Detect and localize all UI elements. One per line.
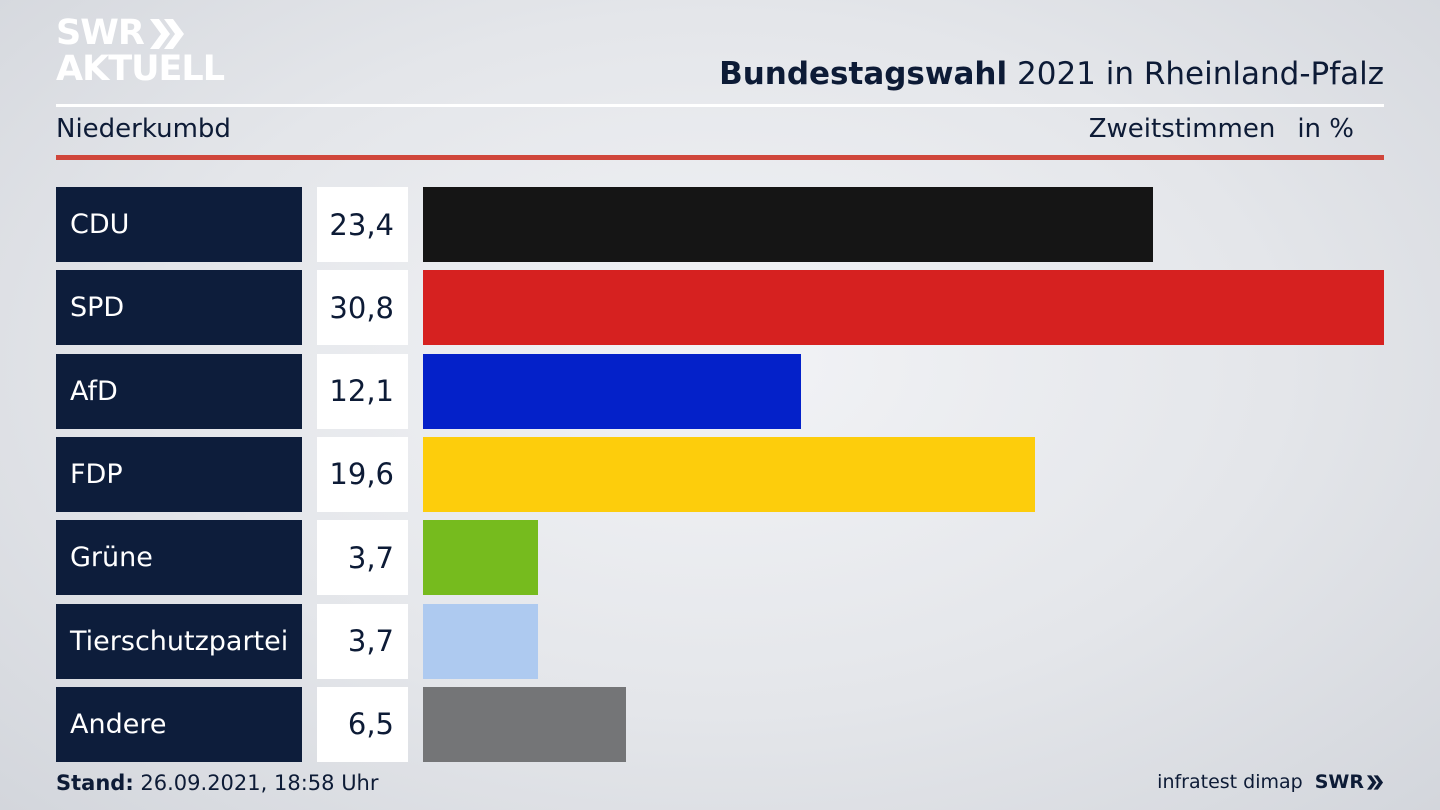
bar	[423, 686, 626, 762]
source-label: infratest dimap	[1157, 771, 1303, 793]
bar	[423, 353, 801, 429]
value-label: 23,4	[317, 187, 408, 262]
page-title: Bundestagswahl 2021 in Rheinland-Pfalz	[719, 56, 1384, 92]
bar-row: SPD 30,8	[56, 270, 1384, 346]
party-label: Tierschutzpartei	[56, 603, 302, 679]
party-label: FDP	[56, 436, 302, 512]
bar	[423, 436, 1035, 512]
value-label: 3,7	[317, 603, 408, 679]
bar	[423, 187, 1153, 262]
header-divider	[56, 104, 1384, 107]
location-label: Niederkumbd	[56, 114, 231, 144]
bar	[423, 520, 538, 596]
aktuell-logo-text: AKTUELL	[56, 49, 225, 89]
bar-row: AfD 12,1	[56, 353, 1384, 429]
party-label: SPD	[56, 270, 302, 346]
swr-aktuell-logo: SWR AKTUELL	[56, 16, 225, 89]
timestamp: Stand: 26.09.2021, 18:58 Uhr	[56, 771, 379, 795]
party-label: CDU	[56, 187, 302, 262]
bar	[423, 270, 1384, 346]
timestamp-label: Stand:	[56, 771, 134, 795]
double-chevron-icon	[149, 18, 184, 49]
title-bold: Bundestagswahl	[719, 56, 1008, 92]
metric-label: Zweitstimmen in %	[1089, 114, 1354, 144]
metric-unit: in %	[1297, 114, 1354, 144]
metric-name: Zweitstimmen	[1088, 114, 1276, 144]
source-credit: infratest dimap SWR	[1157, 771, 1384, 793]
timestamp-value: 26.09.2021, 18:58 Uhr	[140, 771, 379, 795]
bar-row: CDU 23,4	[56, 187, 1384, 262]
footer-brand-text: SWR	[1314, 771, 1364, 793]
bar-row: Andere 6,5	[56, 686, 1384, 762]
bar	[423, 603, 538, 679]
bar-row: Tierschutzpartei 3,7	[56, 603, 1384, 679]
title-rest: 2021 in Rheinland-Pfalz	[1017, 56, 1384, 92]
swr-logo-text: SWR	[56, 16, 224, 51]
party-label: Grüne	[56, 520, 302, 596]
value-label: 12,1	[317, 353, 408, 429]
value-label: 30,8	[317, 270, 408, 346]
swr-footer-logo: SWR	[1315, 771, 1384, 793]
value-label: 6,5	[317, 686, 408, 762]
accent-divider	[56, 155, 1384, 160]
party-label: Andere	[56, 686, 302, 762]
value-label: 3,7	[317, 520, 408, 596]
value-label: 19,6	[317, 436, 408, 512]
bar-row: Grüne 3,7	[56, 520, 1384, 596]
bar-row: FDP 19,6	[56, 436, 1384, 512]
double-chevron-small-icon	[1366, 774, 1384, 790]
party-label: AfD	[56, 353, 302, 429]
